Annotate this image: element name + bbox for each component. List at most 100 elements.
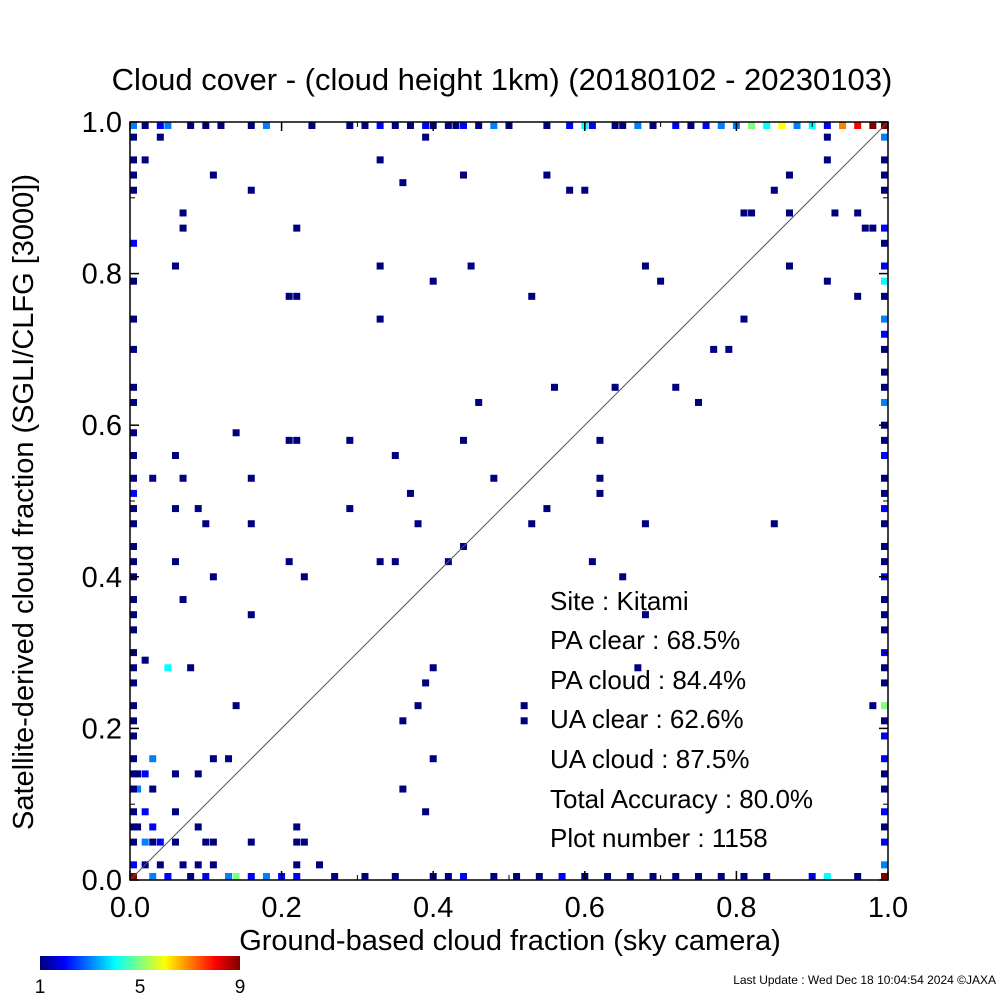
heatmap-cell [881, 224, 888, 232]
x-tick-label: 1.0 [868, 892, 908, 924]
heatmap-cell [149, 474, 157, 482]
y-tick-label: 0.6 [82, 410, 122, 442]
heatmap-cell [881, 520, 888, 528]
heatmap-cell [391, 122, 399, 129]
heatmap-cell [293, 838, 301, 846]
chart-title: Cloud cover - (cloud height 1km) (201801… [112, 62, 893, 97]
heatmap-cell [881, 398, 888, 406]
heatmap-cell [391, 558, 399, 566]
heatmap-cell [164, 873, 172, 880]
heatmap-cell [130, 277, 137, 285]
heatmap-cell [209, 755, 217, 763]
heatmap-cell [209, 573, 217, 581]
heatmap-cell [285, 436, 293, 444]
heatmap-cell [130, 558, 137, 566]
heatmap-cell [881, 171, 888, 179]
heatmap-cell [300, 838, 308, 846]
heatmap-cell [130, 838, 137, 846]
heatmap-cell [414, 702, 422, 710]
heatmap-cell [141, 808, 149, 816]
heatmap-cell [619, 122, 627, 129]
stat-total-accuracy: Total Accuracy : 80.0% [550, 784, 813, 814]
heatmap-cell [285, 558, 293, 566]
heatmap-cell [346, 122, 354, 129]
heatmap-cell [748, 122, 756, 129]
heatmap-cell [566, 186, 574, 194]
heatmap-cell [881, 156, 888, 164]
heatmap-cell [520, 717, 528, 725]
heatmap-cell [641, 520, 649, 528]
heatmap-cell [881, 262, 888, 270]
heatmap-cell [740, 315, 748, 323]
heatmap-cell [179, 209, 187, 217]
heatmap-cell [171, 838, 179, 846]
heatmap-cell [869, 122, 877, 129]
heatmap-cell [869, 702, 877, 710]
heatmap-cell [657, 277, 665, 285]
heatmap-cell [149, 755, 157, 763]
heatmap-cell [881, 596, 888, 604]
heatmap-cell [130, 315, 137, 323]
heatmap-cell [225, 755, 233, 763]
heatmap-cell [194, 861, 202, 869]
heatmap-cell [130, 133, 137, 141]
heatmap-cell [406, 122, 414, 129]
heatmap-cell [460, 436, 468, 444]
heatmap-cell [293, 292, 301, 300]
heatmap-cell [854, 292, 862, 300]
heatmap-cell [881, 611, 888, 619]
heatmap-cell [823, 277, 831, 285]
heatmap-cell [717, 122, 725, 129]
heatmap-cell [823, 133, 831, 141]
heatmap-cell [217, 122, 225, 129]
x-tick-label: 0.6 [565, 892, 605, 924]
stat-pa-cloud: PA cloud : 84.4% [550, 665, 746, 695]
heatmap-cell [881, 558, 888, 566]
heatmap-cell [604, 873, 612, 880]
heatmap-cell [641, 611, 649, 619]
heatmap-cell [209, 861, 217, 869]
heatmap-cell [130, 755, 137, 763]
heatmap-cell [130, 823, 137, 831]
heatmap-cell [881, 838, 888, 846]
x-tick-label: 0.8 [716, 892, 756, 924]
heatmap-cell [763, 122, 771, 129]
heatmap-cell [149, 785, 157, 793]
heatmap-cell [130, 474, 137, 482]
heatmap-cell [179, 224, 187, 232]
heatmap-cell [194, 770, 202, 778]
heatmap-cell [550, 383, 558, 391]
heatmap-cell [293, 224, 301, 232]
axis-ticks [129, 121, 889, 881]
heatmap-cell [293, 873, 301, 880]
heatmap-cell [490, 122, 498, 129]
heatmap-cell [130, 861, 137, 869]
heatmap-cell [881, 330, 888, 338]
heatmap-cell [130, 732, 137, 740]
heatmap-cell [346, 436, 354, 444]
y-tick-label: 0.4 [82, 562, 122, 594]
heatmap-cell [823, 873, 831, 880]
heatmap-cell [134, 785, 142, 793]
heatmap-cell [429, 755, 437, 763]
heatmap-cell [202, 838, 210, 846]
heatmap-cell [881, 702, 888, 710]
heatmap-cell [881, 186, 888, 194]
heatmap-cell [134, 823, 142, 831]
heatmap-cell [130, 542, 137, 550]
heatmap-cell [710, 345, 718, 353]
heatmap-cell [247, 186, 255, 194]
heatmap-cell [535, 873, 543, 880]
heatmap-cell [194, 823, 202, 831]
heatmap-cell [422, 122, 430, 129]
heatmap-cell [225, 873, 233, 880]
heatmap-cell [429, 277, 437, 285]
heatmap-cell [649, 873, 657, 880]
heatmap-cell [376, 315, 384, 323]
heatmap-cell [881, 808, 888, 816]
heatmap-cell [141, 156, 149, 164]
heatmap-cell [414, 520, 422, 528]
heatmap-cell [444, 122, 452, 129]
heatmap-cell [130, 505, 137, 513]
heatmap-cell [520, 702, 528, 710]
